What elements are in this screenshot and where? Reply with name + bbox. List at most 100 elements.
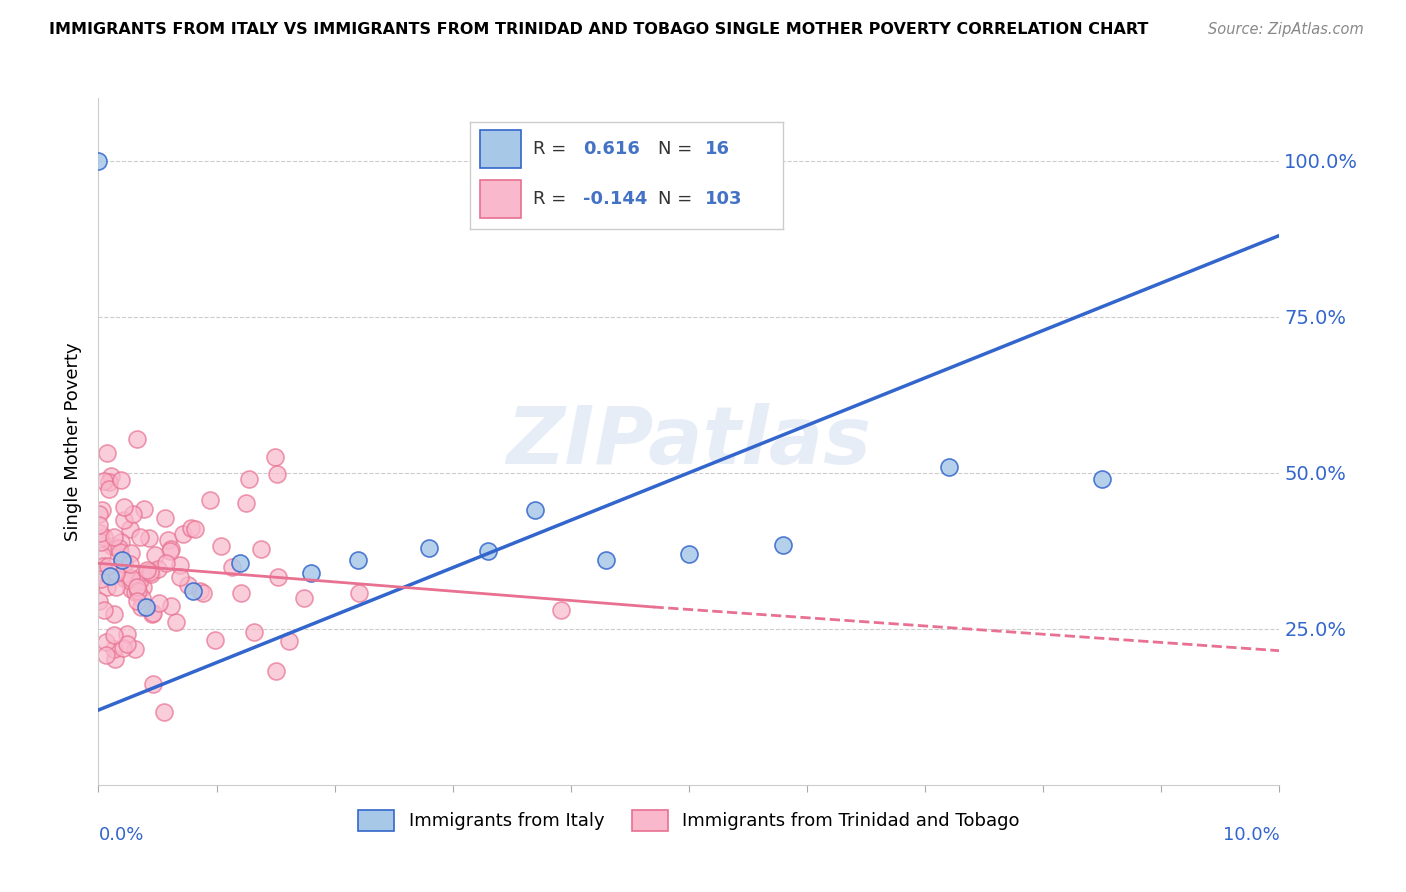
Point	[184, 522, 207, 536]
Point	[112, 513, 135, 527]
Point	[267, 570, 290, 584]
Point	[110, 534, 132, 549]
Point	[103, 642, 125, 657]
Point	[678, 547, 700, 561]
Point	[250, 542, 273, 557]
Point	[278, 634, 301, 648]
Point	[347, 553, 370, 567]
Point	[120, 557, 142, 571]
Point	[104, 652, 127, 666]
Point	[132, 581, 155, 595]
Point	[165, 615, 187, 629]
Point	[89, 525, 111, 540]
Point	[94, 634, 117, 648]
Point	[124, 641, 146, 656]
Point	[191, 586, 214, 600]
Point	[198, 493, 221, 508]
Point	[120, 571, 142, 585]
Point	[103, 607, 125, 621]
Point	[105, 580, 128, 594]
Point	[229, 585, 252, 599]
Point	[595, 553, 617, 567]
Text: 10.0%: 10.0%	[1223, 826, 1279, 844]
Point	[153, 511, 176, 525]
Point	[129, 600, 152, 615]
Point	[101, 539, 124, 553]
Point	[477, 544, 499, 558]
Point	[160, 599, 183, 613]
Text: 0.0%: 0.0%	[98, 826, 143, 844]
Point	[90, 534, 112, 549]
Point	[91, 558, 114, 573]
Point	[299, 566, 322, 580]
Point	[118, 573, 141, 587]
Point	[141, 607, 163, 621]
Point	[159, 544, 181, 558]
Point	[100, 468, 122, 483]
Point	[135, 600, 157, 615]
Point	[89, 518, 111, 533]
Point	[103, 628, 125, 642]
Point	[524, 503, 547, 517]
Point	[90, 502, 112, 516]
Point	[143, 548, 166, 562]
Point	[93, 474, 115, 488]
Point	[98, 569, 121, 583]
Point	[127, 584, 149, 599]
Point	[91, 548, 114, 562]
Point	[139, 565, 162, 579]
Point	[96, 648, 118, 662]
Point	[87, 153, 110, 168]
Point	[124, 585, 146, 599]
Point	[125, 432, 148, 446]
Point	[242, 624, 264, 639]
Point	[169, 558, 191, 572]
Point	[772, 537, 794, 551]
Point	[89, 572, 111, 586]
Point	[172, 526, 194, 541]
Point	[238, 472, 260, 486]
Legend: Immigrants from Italy, Immigrants from Trinidad and Tobago: Immigrants from Italy, Immigrants from T…	[352, 803, 1026, 838]
Point	[112, 640, 135, 655]
Point	[115, 637, 138, 651]
Point	[89, 507, 111, 521]
Point	[97, 558, 120, 573]
Point	[153, 705, 176, 719]
Point	[122, 507, 145, 521]
Point	[418, 541, 440, 555]
Point	[93, 603, 115, 617]
Point	[148, 596, 170, 610]
Point	[98, 475, 121, 490]
Point	[204, 633, 226, 648]
Point	[129, 530, 152, 544]
Point	[97, 483, 120, 497]
Point	[938, 459, 960, 474]
Point	[111, 553, 134, 567]
Point	[211, 539, 233, 553]
Point	[264, 450, 287, 465]
Point	[107, 541, 129, 555]
Point	[139, 567, 162, 582]
Point	[264, 664, 287, 678]
Point	[90, 565, 112, 579]
Point	[127, 593, 149, 607]
Point	[112, 557, 135, 571]
Point	[136, 563, 159, 577]
Point	[112, 571, 135, 585]
Point	[181, 584, 204, 599]
Point	[93, 530, 115, 544]
Point	[235, 496, 257, 510]
Point	[221, 560, 243, 574]
Point	[156, 533, 179, 548]
Point	[550, 603, 572, 617]
Text: Source: ZipAtlas.com: Source: ZipAtlas.com	[1208, 22, 1364, 37]
Point	[108, 545, 131, 559]
Y-axis label: Single Mother Poverty: Single Mother Poverty	[65, 343, 83, 541]
Point	[121, 582, 143, 596]
Point	[188, 583, 211, 598]
Point	[142, 606, 165, 620]
Point	[96, 445, 118, 459]
Point	[120, 522, 142, 536]
Point	[1091, 472, 1114, 486]
Point	[292, 591, 315, 606]
